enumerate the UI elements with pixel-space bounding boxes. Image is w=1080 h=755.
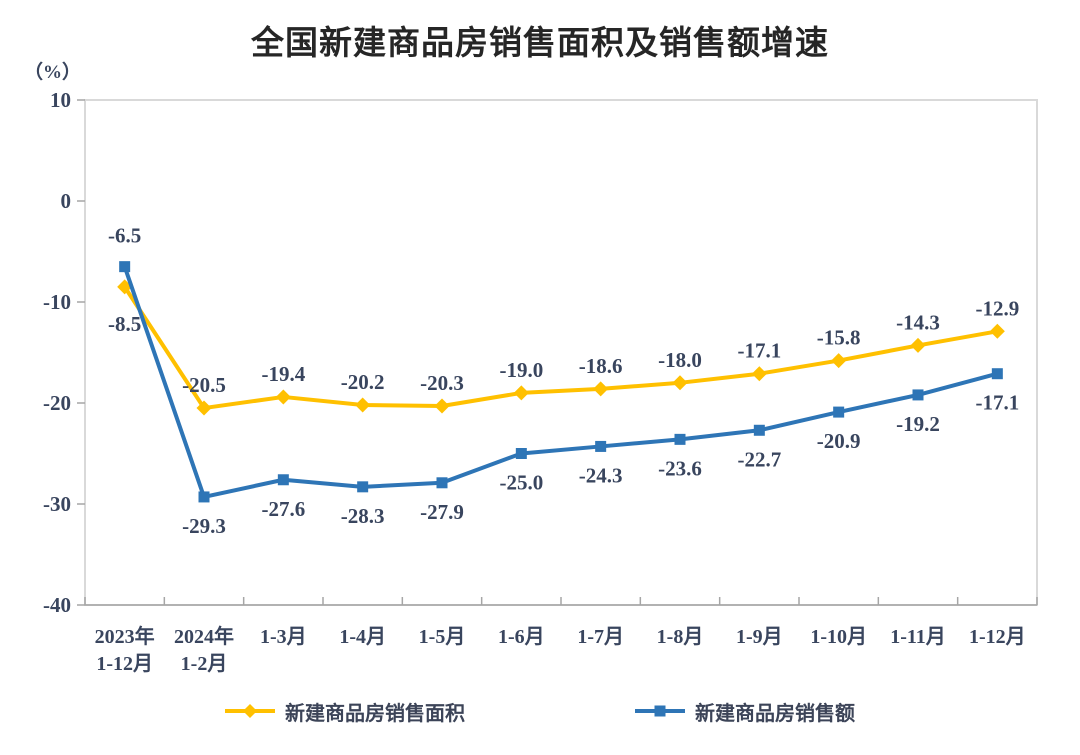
data-label: -27.6 bbox=[261, 497, 305, 521]
marker-diamond bbox=[989, 323, 1005, 339]
y-axis-unit-label: （%） bbox=[24, 62, 82, 83]
legend-diamond-marker-icon bbox=[225, 704, 275, 718]
marker-diamond bbox=[513, 385, 529, 401]
x-axis-label: 1-5月 bbox=[419, 626, 466, 648]
data-label: -20.2 bbox=[341, 370, 385, 394]
marker-diamond bbox=[117, 279, 133, 295]
y-axis-tick-label: -20 bbox=[43, 391, 71, 415]
series-line-1 bbox=[122, 264, 1000, 499]
legend: 新建商品房销售面积 新建商品房销售额 bbox=[0, 696, 1080, 726]
x-axis-label: 1-12月 bbox=[969, 626, 1026, 648]
marker-square bbox=[119, 261, 131, 273]
y-axis-tick-label: -40 bbox=[43, 593, 71, 617]
marker-square bbox=[277, 474, 289, 486]
marker-square bbox=[912, 389, 924, 401]
x-axis-label: 1-8月 bbox=[657, 626, 704, 648]
marker-square bbox=[198, 491, 210, 503]
data-label: -17.1 bbox=[737, 339, 781, 363]
y-axis-tick-label: -10 bbox=[43, 290, 71, 314]
data-label: -22.7 bbox=[737, 447, 781, 471]
data-label: -8.5 bbox=[108, 312, 141, 336]
plot-area: 10 0 -10 -20 -30 -40 2023年 1-12月 2024年 1-2月 1-3月 1-… bbox=[43, 88, 1038, 675]
series-line-0 bbox=[122, 284, 1000, 411]
data-label: -15.8 bbox=[817, 326, 861, 350]
x-axis-label: 1-6月 bbox=[498, 626, 545, 648]
x-axis-label: 1-11月 bbox=[890, 626, 946, 648]
marker-diamond bbox=[672, 375, 688, 391]
x-axis-label: 1-7月 bbox=[577, 626, 624, 648]
x-axis-label: 2023年 bbox=[95, 624, 155, 648]
legend-item-0: 新建商品房销售面积 bbox=[225, 696, 465, 726]
marker-square bbox=[357, 481, 369, 493]
data-label: -19.0 bbox=[499, 358, 543, 382]
data-label: -20.9 bbox=[817, 429, 861, 453]
legend-square-marker-icon bbox=[635, 705, 685, 717]
data-label: -28.3 bbox=[341, 504, 385, 528]
x-axis-label: 2024年 bbox=[174, 624, 234, 648]
x-axis-label: 1-9月 bbox=[736, 626, 783, 648]
data-label: -19.4 bbox=[261, 362, 305, 386]
x-axis-label: 1-10月 bbox=[810, 626, 867, 648]
data-label: -18.0 bbox=[658, 348, 702, 372]
x-axis-label: 1-3月 bbox=[260, 626, 307, 648]
data-label: -20.3 bbox=[420, 371, 464, 395]
legend-label: 新建商品房销售面积 bbox=[285, 702, 465, 725]
plot-border bbox=[84, 99, 1038, 606]
data-label: -25.0 bbox=[499, 471, 543, 495]
marker-diamond bbox=[831, 353, 847, 369]
y-axis-tick-label: 10 bbox=[50, 88, 71, 112]
data-label: -24.3 bbox=[579, 463, 623, 487]
marker-square bbox=[595, 440, 607, 452]
marker-diamond bbox=[275, 389, 291, 405]
marker-diamond bbox=[751, 366, 767, 382]
x-axis-label: 1-2月 bbox=[181, 653, 228, 675]
x-axis-label: 1-12月 bbox=[96, 653, 153, 675]
marker-square bbox=[753, 424, 765, 436]
marker-diamond bbox=[196, 400, 212, 416]
data-label: -20.5 bbox=[182, 373, 226, 397]
y-axis-tick-label: -30 bbox=[43, 492, 71, 516]
marker-diamond bbox=[434, 398, 450, 414]
marker-diamond bbox=[355, 397, 371, 413]
data-label: -6.5 bbox=[108, 224, 141, 248]
marker-square bbox=[991, 368, 1003, 380]
chart-title: 全国新建商品房销售面积及销售额增速 bbox=[251, 24, 829, 61]
data-label: -29.3 bbox=[182, 514, 226, 538]
marker-square bbox=[833, 406, 845, 418]
legend-label: 新建商品房销售额 bbox=[695, 702, 855, 725]
marker-square bbox=[436, 477, 448, 489]
y-axis-tick-label: 0 bbox=[61, 189, 72, 213]
data-label: -18.6 bbox=[579, 354, 623, 378]
data-label: -19.2 bbox=[896, 412, 940, 436]
data-label: -23.6 bbox=[658, 456, 702, 480]
data-label: -27.9 bbox=[420, 500, 464, 524]
marker-diamond bbox=[593, 381, 609, 397]
data-label: -17.1 bbox=[975, 391, 1019, 415]
marker-diamond bbox=[910, 337, 926, 353]
data-label: -14.3 bbox=[896, 310, 940, 334]
legend-item-1: 新建商品房销售额 bbox=[635, 696, 855, 726]
data-label: -12.9 bbox=[975, 296, 1019, 320]
marker-square bbox=[515, 448, 527, 459]
marker-square bbox=[674, 433, 686, 445]
x-axis-label: 1-4月 bbox=[339, 626, 386, 648]
